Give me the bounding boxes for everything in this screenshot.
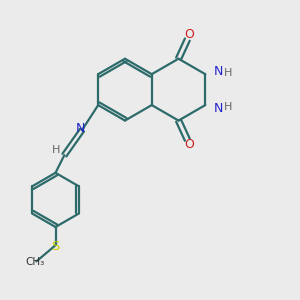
Text: H: H — [52, 145, 60, 155]
Text: N: N — [76, 122, 85, 135]
Text: O: O — [184, 28, 194, 41]
Text: N: N — [214, 65, 223, 78]
Text: CH₃: CH₃ — [25, 257, 44, 267]
Text: O: O — [184, 139, 194, 152]
Text: H: H — [224, 68, 232, 78]
Text: H: H — [224, 102, 232, 112]
Text: N: N — [214, 101, 223, 115]
Text: S: S — [51, 240, 60, 253]
